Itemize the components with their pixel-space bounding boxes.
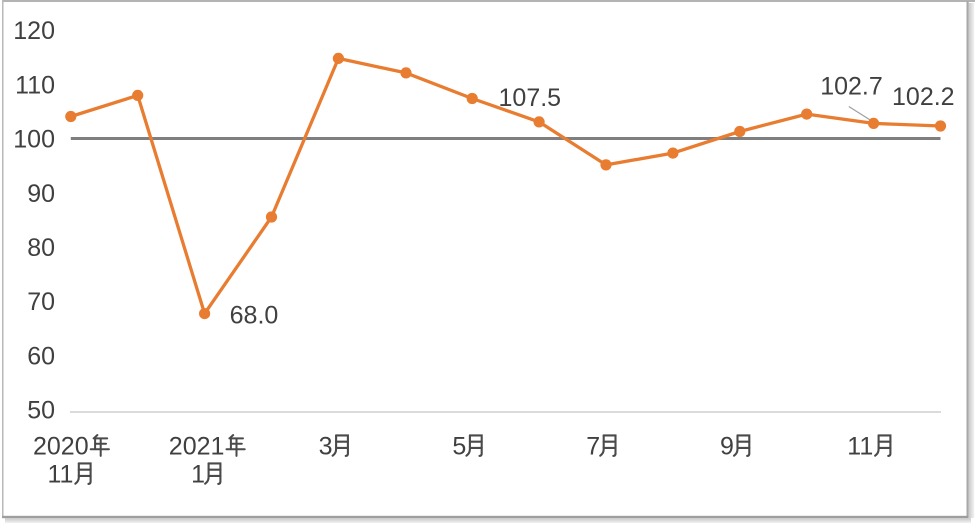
- svg-text:102.7: 102.7: [820, 72, 883, 100]
- svg-text:7: 7: [586, 432, 600, 460]
- svg-text:100: 100: [13, 126, 55, 154]
- svg-text:80: 80: [27, 234, 55, 262]
- svg-text:60: 60: [27, 342, 55, 370]
- svg-text:3: 3: [319, 432, 333, 460]
- svg-text:1: 1: [191, 460, 205, 488]
- svg-text:110: 110: [15, 71, 55, 99]
- svg-text:2021: 2021: [169, 432, 225, 460]
- svg-text:68.0: 68.0: [230, 301, 279, 329]
- svg-text:120: 120: [13, 17, 55, 45]
- svg-text:102.2: 102.2: [892, 83, 955, 111]
- svg-text:70: 70: [27, 288, 55, 316]
- svg-text:2020: 2020: [33, 432, 89, 460]
- svg-text:9: 9: [720, 432, 734, 460]
- svg-text:5: 5: [452, 432, 466, 460]
- svg-text:11: 11: [48, 460, 74, 488]
- svg-text:11: 11: [847, 432, 873, 460]
- svg-text:107.5: 107.5: [499, 84, 562, 112]
- svg-text:50: 50: [27, 397, 55, 425]
- svg-text:90: 90: [27, 180, 55, 208]
